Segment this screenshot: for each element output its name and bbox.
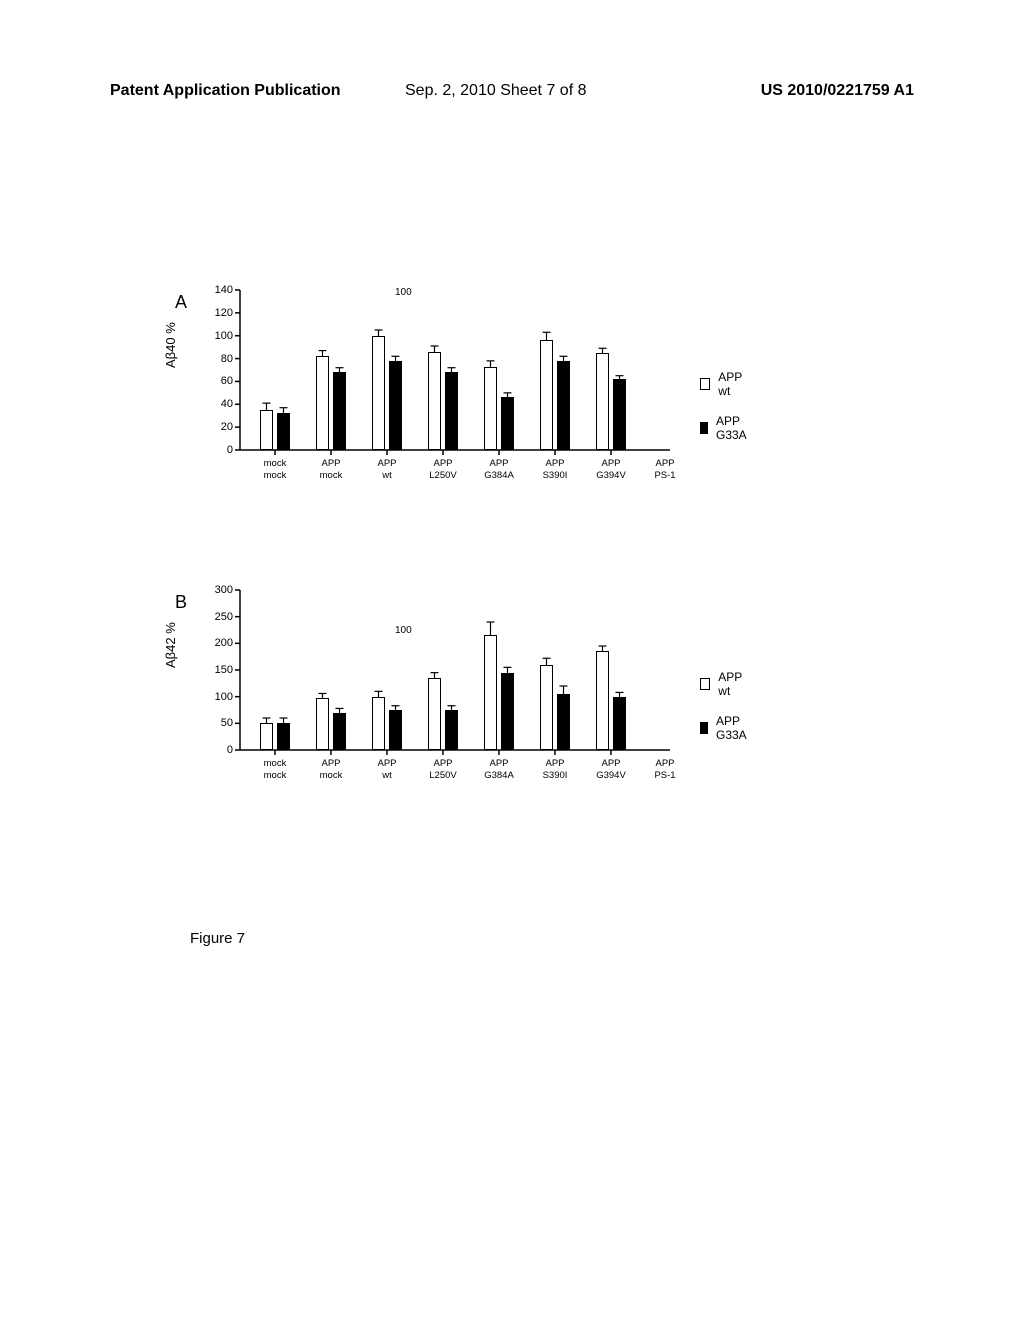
legend-a: APP wt APP G33A [700,370,751,458]
bar-wt [540,340,553,450]
bar-wt [372,336,385,450]
square-filled-icon [700,422,708,434]
xtick-label: APP [306,458,356,469]
ytick-label: 140 [205,284,233,296]
xtick-label: mock [250,758,300,769]
bar-g33a [501,673,514,750]
bar-wt [596,353,609,450]
ytick-label: 50 [205,717,233,729]
xtick-label: APP [530,458,580,469]
xtick-label: APP [362,458,412,469]
bar-wt [372,697,385,750]
xtick-sublabel: L250V [418,470,468,481]
ytick-label: 0 [205,744,233,756]
xtick-sublabel: mock [306,470,356,481]
legend-b: APP wt APP G33A [700,670,751,758]
ytick-label: 300 [205,584,233,596]
xtick-sublabel: S390I [530,770,580,781]
xtick-sublabel: G394V [586,770,636,781]
xtick-label: APP [362,758,412,769]
xtick-sublabel: wt [362,470,412,481]
bar-g33a [333,372,346,450]
ref-100-label: 100 [395,625,412,636]
xtick-label: APP [418,758,468,769]
bar-wt [316,698,329,750]
header-right: US 2010/0221759 A1 [761,82,914,100]
legend-label-g33a: APP G33A [716,714,751,742]
xtick-sublabel: G384A [474,470,524,481]
bar-g33a [277,723,290,750]
panel-a-ylabel: Aβ40 % [163,322,178,368]
xtick-label: APP [474,458,524,469]
xtick-sublabel: mock [250,470,300,481]
bar-g33a [613,379,626,450]
bar-wt [316,356,329,450]
panel-a-label: A [175,292,187,313]
bar-wt [596,651,609,750]
square-open-icon [700,378,710,390]
panel-b-ylabel: Aβ42 % [163,622,178,668]
bar-g33a [557,361,570,450]
legend-label-g33a: APP G33A [716,414,751,442]
xtick-sublabel: G394V [586,470,636,481]
ytick-label: 120 [205,307,233,319]
bar-wt [260,410,273,450]
bar-g33a [333,713,346,750]
legend-item-wt: APP wt [700,670,751,698]
bar-g33a [445,372,458,450]
xtick-label: APP [418,458,468,469]
ytick-label: 200 [205,637,233,649]
ytick-label: 100 [205,330,233,342]
xtick-label: APP [640,758,690,769]
xtick-label: APP [530,758,580,769]
bar-wt [260,723,273,750]
bar-g33a [277,413,290,450]
xtick-sublabel: L250V [418,770,468,781]
ytick-label: 40 [205,398,233,410]
xtick-sublabel: mock [250,770,300,781]
ref-100-label: 100 [395,287,412,298]
bar-g33a [389,361,402,450]
bar-wt [428,352,441,450]
bar-g33a [557,694,570,750]
ytick-label: 0 [205,444,233,456]
ytick-label: 20 [205,421,233,433]
bar-g33a [389,710,402,750]
xtick-sublabel: S390I [530,470,580,481]
xtick-label: mock [250,458,300,469]
legend-item-g33a: APP G33A [700,714,751,742]
bar-wt [484,635,497,750]
xtick-sublabel: wt [362,770,412,781]
square-filled-icon [700,722,708,734]
legend-item-g33a: APP G33A [700,414,751,442]
square-open-icon [700,678,710,690]
xtick-sublabel: PS-1 [640,470,690,481]
xtick-sublabel: PS-1 [640,770,690,781]
legend-label-wt: APP wt [718,670,750,698]
bar-wt [484,367,497,450]
panel-b-label: B [175,592,187,613]
xtick-label: APP [586,758,636,769]
bar-g33a [445,710,458,750]
xtick-label: APP [640,458,690,469]
xtick-sublabel: mock [306,770,356,781]
xtick-label: APP [586,458,636,469]
bar-wt [540,665,553,750]
legend-item-wt: APP wt [700,370,751,398]
xtick-label: APP [306,758,356,769]
bar-wt [428,678,441,750]
ytick-label: 80 [205,353,233,365]
bar-g33a [501,397,514,450]
ytick-label: 100 [205,691,233,703]
xtick-sublabel: G384A [474,770,524,781]
figure-caption: Figure 7 [190,930,245,947]
ytick-label: 60 [205,375,233,387]
header-left: Patent Application Publication [110,82,341,100]
legend-label-wt: APP wt [718,370,750,398]
ytick-label: 150 [205,664,233,676]
bar-g33a [613,697,626,750]
ytick-label: 250 [205,611,233,623]
xtick-label: APP [474,758,524,769]
header-center: Sep. 2, 2010 Sheet 7 of 8 [405,82,586,100]
